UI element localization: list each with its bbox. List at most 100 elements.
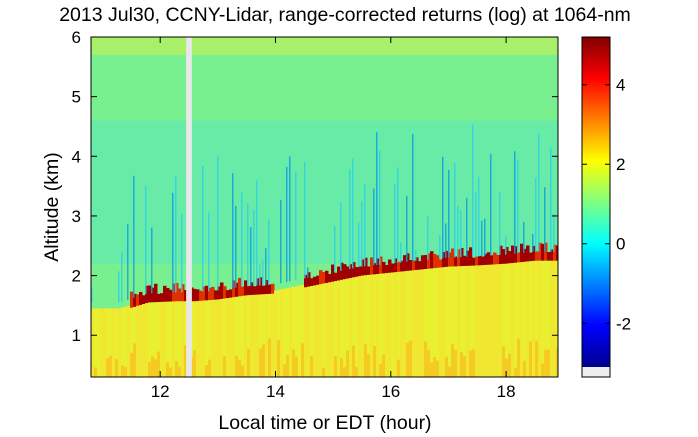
near-surface-patch <box>451 343 454 377</box>
layer-top-return <box>271 283 275 294</box>
near-surface-patch <box>301 343 304 377</box>
x-tick-label: 18 <box>497 382 516 401</box>
signal-streak <box>481 220 483 257</box>
signal-streak <box>448 169 450 258</box>
boundary-layer-column <box>142 301 146 377</box>
layer-top-return <box>547 252 551 261</box>
layer-top-return <box>394 258 398 273</box>
boundary-layer-column <box>292 286 296 377</box>
layer-top-return <box>502 249 506 264</box>
near-surface-patch <box>109 355 112 377</box>
signal-streak <box>397 167 399 263</box>
boundary-layer-column <box>199 297 203 377</box>
layer-top-return <box>253 286 257 295</box>
near-surface-patch <box>259 348 262 377</box>
signal-streak <box>358 222 360 268</box>
near-surface-patch <box>355 366 358 377</box>
signal-streak <box>442 156 444 259</box>
layer-top-return <box>223 286 227 299</box>
near-surface-patch <box>106 358 109 377</box>
layer-top-return <box>313 276 317 286</box>
boundary-layer-column <box>178 298 182 377</box>
boundary-layer-column <box>421 266 425 377</box>
layer-top-return <box>334 272 338 282</box>
near-surface-patch <box>340 358 343 377</box>
near-surface-patch <box>175 361 178 377</box>
boundary-layer-column <box>205 297 209 377</box>
layer-top-return <box>409 260 413 271</box>
near-surface-patch <box>310 355 313 377</box>
free-troposphere-band <box>91 120 558 264</box>
layer-top-return <box>412 260 416 271</box>
y-axis: 1 2 3 4 5 6 <box>72 28 558 345</box>
colorbar-tick-label: 4 <box>616 76 625 95</box>
boundary-layer-column <box>388 269 392 377</box>
layer-top-return <box>232 280 236 298</box>
near-surface-patch <box>517 338 520 377</box>
signal-streak <box>553 213 555 252</box>
layer-top-return <box>142 295 146 305</box>
boundary-layer-column <box>193 298 197 377</box>
layer-top-return <box>403 255 407 272</box>
signal-streak <box>523 221 525 253</box>
boundary-layer-column <box>361 272 365 377</box>
y-tick-label: 6 <box>72 28 81 47</box>
signal-streak <box>256 180 258 286</box>
signal-streak <box>133 175 135 298</box>
signal-streak <box>538 133 540 252</box>
signal-streak <box>217 156 219 291</box>
boundary-layer-column <box>214 296 218 377</box>
boundary-layer-column <box>295 286 299 377</box>
boundary-layer-column <box>238 293 242 377</box>
layer-top-return <box>445 250 449 267</box>
near-surface-patch <box>295 356 298 377</box>
layer-top-return <box>202 286 206 301</box>
boundary-layer-column <box>274 290 278 377</box>
boundary-layer-column <box>496 261 500 377</box>
boundary-layer-column <box>139 301 143 377</box>
boundary-layer-column <box>298 285 302 377</box>
boundary-layer-column <box>460 263 464 377</box>
near-surface-patch <box>382 354 385 377</box>
boundary-layer-column <box>220 295 224 377</box>
boundary-layer-column <box>367 271 371 377</box>
boundary-layer-column <box>211 296 215 377</box>
layer-top-return <box>235 282 239 297</box>
layer-top-return <box>133 293 137 307</box>
layer-top-return <box>493 252 497 265</box>
boundary-layer-column <box>385 270 389 377</box>
boundary-layer-column <box>277 289 281 377</box>
layer-top-return <box>343 264 347 280</box>
near-surface-patch <box>409 340 412 377</box>
boundary-layer-column <box>445 263 449 377</box>
boundary-layer-column <box>262 291 266 377</box>
boundary-layer-column <box>358 273 362 377</box>
near-surface-patch <box>397 359 400 377</box>
boundary-layer-column <box>520 259 524 377</box>
layer-top-return <box>538 242 542 261</box>
data-gap <box>186 37 192 377</box>
boundary-layer-column <box>466 262 470 377</box>
layer-top-return <box>307 272 311 287</box>
layer-top-return <box>475 256 479 266</box>
layer-top-return <box>550 249 554 261</box>
layer-top-return <box>490 255 494 265</box>
layer-top-return <box>217 286 221 300</box>
near-surface-patch <box>535 340 538 377</box>
near-surface-patch <box>262 344 265 377</box>
boundary-layer-column <box>244 292 248 377</box>
near-surface-patch <box>367 354 370 377</box>
layer-top-return <box>154 283 158 303</box>
chart-title: 2013 Jul30, CCNY-Lidar, range-corrected … <box>59 4 631 26</box>
layer-top-return <box>337 266 341 281</box>
layer-top-return <box>514 246 518 263</box>
layer-top-return <box>157 293 161 303</box>
x-tick-label: 14 <box>266 382 285 401</box>
boundary-layer-column <box>403 268 407 377</box>
signal-streak <box>484 218 486 256</box>
layer-top-return <box>478 255 482 266</box>
boundary-layer-column <box>307 283 311 377</box>
layer-top-return <box>172 283 176 302</box>
layer-top-return <box>214 290 218 300</box>
layer-top-return <box>316 275 320 285</box>
